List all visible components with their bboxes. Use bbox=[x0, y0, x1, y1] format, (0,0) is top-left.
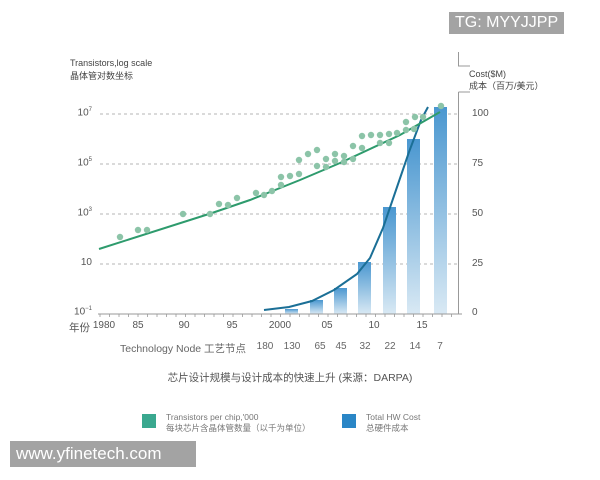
node-32: 32 bbox=[359, 341, 371, 352]
watermark-top: TG: MYYJJPP bbox=[449, 12, 565, 34]
legend: Transistors per chip,'000 每块芯片含晶体管数量（以千为… bbox=[142, 412, 462, 448]
x-tick-1995: 95 bbox=[226, 320, 238, 331]
x-tick-2010: 10 bbox=[368, 320, 380, 331]
watermark-bottom: www.yfinetech.com bbox=[10, 441, 196, 467]
left-tick-10: 10 bbox=[80, 257, 92, 268]
left-axis-title-en: Transistors,log scale bbox=[70, 58, 153, 68]
right-tick-100: 100 bbox=[472, 108, 489, 119]
bar-65nm bbox=[334, 288, 347, 314]
x-tick-2000: 2000 bbox=[268, 320, 292, 331]
node-130: 130 bbox=[283, 341, 301, 352]
bar-130nm bbox=[310, 300, 323, 314]
transistor-scatter bbox=[116, 102, 445, 241]
legend-label-cost: Total HW Cost 总硬件成本 bbox=[366, 412, 421, 433]
x-tick-1980: 1980 bbox=[92, 320, 116, 331]
legend-swatch-cost bbox=[342, 414, 356, 428]
bar-7nm bbox=[434, 107, 447, 314]
left-tick-1e3: 103 bbox=[77, 207, 92, 219]
node-45: 45 bbox=[335, 341, 347, 352]
right-tick-0: 0 bbox=[472, 307, 478, 318]
right-tick-25: 25 bbox=[472, 258, 484, 269]
node-14: 14 bbox=[409, 341, 421, 352]
x-tick-1990: 90 bbox=[178, 320, 190, 331]
bar-22nm bbox=[407, 139, 420, 314]
tech-node-label: Technology Node 工艺节点 bbox=[120, 343, 247, 355]
cost-trend-line bbox=[263, 106, 429, 311]
right-axis-line bbox=[458, 52, 470, 314]
node-180: 180 bbox=[256, 341, 274, 352]
right-axis-title-zh: 成本（百万/美元） bbox=[469, 81, 544, 91]
node-7: 7 bbox=[437, 341, 443, 352]
right-tick-75: 75 bbox=[472, 158, 484, 169]
legend-swatch-transistors bbox=[142, 414, 156, 428]
node-22: 22 bbox=[384, 341, 396, 352]
bar-45nm bbox=[358, 262, 371, 314]
right-axis-title-en: Cost($M) bbox=[469, 69, 507, 79]
left-axis-title-zh: 晶体管对数坐标 bbox=[70, 71, 134, 81]
right-tick-50: 50 bbox=[472, 208, 484, 219]
x-axis bbox=[98, 313, 462, 317]
x-tick-2015: 15 bbox=[416, 320, 428, 331]
bar-32nm bbox=[383, 207, 396, 314]
legend-label-transistors: Transistors per chip,'000 每块芯片含晶体管数量（以千为… bbox=[166, 412, 311, 433]
x-tick-2005: 05 bbox=[321, 320, 333, 331]
x-tick-1985: 85 bbox=[132, 320, 144, 331]
cost-bars bbox=[285, 107, 447, 314]
left-tick-1e7: 107 bbox=[77, 107, 92, 119]
left-tick-1e5: 105 bbox=[77, 157, 92, 169]
x-axis-prefix: 年份 bbox=[69, 322, 90, 334]
left-tick-1e-1: 10−1 bbox=[74, 306, 92, 318]
chart-caption: 芯片设计规模与设计成本的快速上升 (来源：DARPA) bbox=[167, 372, 413, 384]
node-65: 65 bbox=[314, 341, 326, 352]
bar-180nm bbox=[285, 309, 298, 314]
